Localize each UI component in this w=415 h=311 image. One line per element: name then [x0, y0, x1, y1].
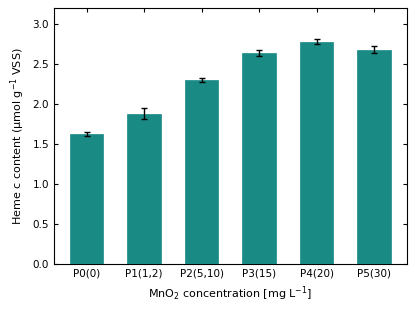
Bar — [300, 42, 333, 264]
Bar — [357, 50, 391, 264]
Bar — [242, 53, 276, 264]
Bar — [70, 134, 103, 264]
Bar — [127, 114, 161, 264]
Bar — [185, 80, 218, 264]
X-axis label: MnO$_2$ concentration [mg L$^{-1}$]: MnO$_2$ concentration [mg L$^{-1}$] — [148, 284, 312, 303]
Y-axis label: Heme c content (μmol g$^{-1}$ VSS): Heme c content (μmol g$^{-1}$ VSS) — [8, 47, 27, 225]
